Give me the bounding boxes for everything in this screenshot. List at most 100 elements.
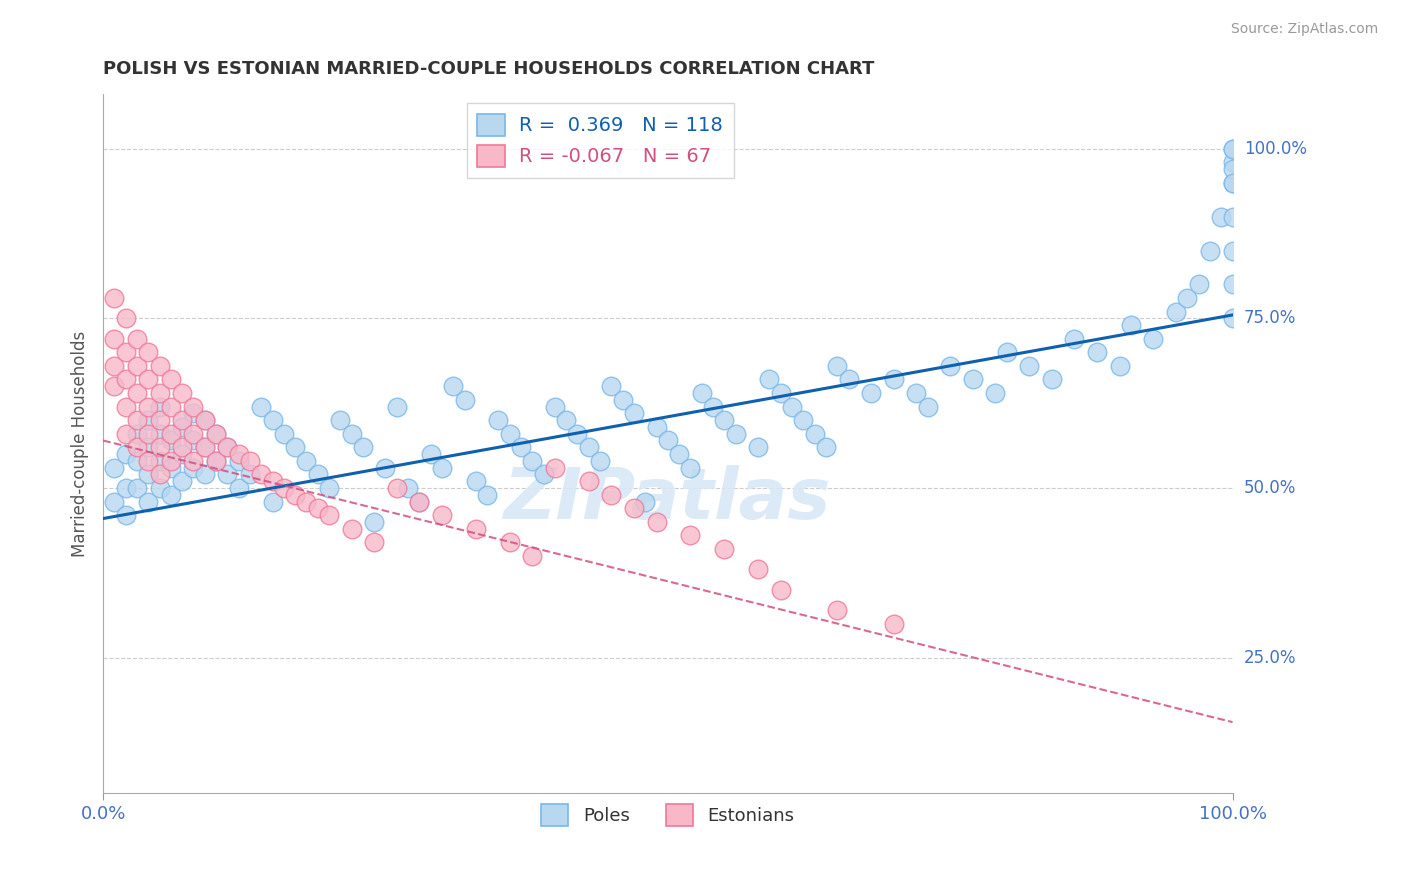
Point bbox=[645, 515, 668, 529]
Point bbox=[295, 454, 318, 468]
Point bbox=[860, 386, 883, 401]
Point bbox=[600, 379, 623, 393]
Point bbox=[103, 460, 125, 475]
Point bbox=[1018, 359, 1040, 373]
Point bbox=[273, 426, 295, 441]
Point bbox=[295, 494, 318, 508]
Point bbox=[172, 386, 194, 401]
Point bbox=[125, 386, 148, 401]
Point bbox=[623, 501, 645, 516]
Text: Source: ZipAtlas.com: Source: ZipAtlas.com bbox=[1230, 22, 1378, 37]
Point bbox=[205, 454, 228, 468]
Point bbox=[149, 426, 172, 441]
Point bbox=[194, 440, 217, 454]
Point bbox=[1222, 176, 1244, 190]
Point bbox=[1175, 291, 1198, 305]
Point bbox=[114, 481, 136, 495]
Point bbox=[408, 494, 430, 508]
Text: ZIPatlas: ZIPatlas bbox=[505, 466, 831, 534]
Point bbox=[533, 467, 555, 482]
Point bbox=[136, 413, 159, 427]
Point bbox=[962, 372, 984, 386]
Point bbox=[172, 420, 194, 434]
Point bbox=[499, 535, 522, 549]
Point bbox=[939, 359, 962, 373]
Point bbox=[136, 467, 159, 482]
Point bbox=[136, 400, 159, 414]
Point bbox=[758, 372, 780, 386]
Point bbox=[149, 400, 172, 414]
Point bbox=[1119, 318, 1142, 333]
Point bbox=[578, 440, 600, 454]
Point bbox=[149, 359, 172, 373]
Point bbox=[363, 535, 385, 549]
Point bbox=[250, 467, 273, 482]
Point bbox=[172, 440, 194, 454]
Point bbox=[149, 467, 172, 482]
Text: 100.0%: 100.0% bbox=[1244, 140, 1306, 158]
Point bbox=[329, 413, 352, 427]
Point bbox=[1108, 359, 1130, 373]
Point bbox=[149, 440, 172, 454]
Point bbox=[769, 386, 792, 401]
Point bbox=[114, 508, 136, 523]
Point bbox=[883, 616, 905, 631]
Point bbox=[149, 481, 172, 495]
Point bbox=[645, 420, 668, 434]
Point bbox=[136, 345, 159, 359]
Point bbox=[194, 440, 217, 454]
Point bbox=[1222, 311, 1244, 326]
Point bbox=[114, 447, 136, 461]
Point bbox=[1142, 332, 1164, 346]
Point bbox=[340, 426, 363, 441]
Point bbox=[160, 426, 183, 441]
Point bbox=[1222, 210, 1244, 224]
Point bbox=[430, 460, 453, 475]
Point bbox=[273, 481, 295, 495]
Point bbox=[340, 522, 363, 536]
Point bbox=[284, 440, 307, 454]
Point bbox=[136, 426, 159, 441]
Point bbox=[160, 488, 183, 502]
Point bbox=[724, 426, 747, 441]
Point bbox=[217, 440, 239, 454]
Point bbox=[657, 434, 679, 448]
Point bbox=[600, 488, 623, 502]
Point bbox=[1222, 176, 1244, 190]
Point bbox=[522, 549, 544, 563]
Point bbox=[464, 522, 486, 536]
Point bbox=[1222, 277, 1244, 292]
Point bbox=[544, 400, 567, 414]
Point bbox=[114, 311, 136, 326]
Point bbox=[160, 454, 183, 468]
Point bbox=[160, 434, 183, 448]
Point bbox=[589, 454, 612, 468]
Point bbox=[792, 413, 814, 427]
Point bbox=[623, 406, 645, 420]
Point bbox=[385, 400, 408, 414]
Point bbox=[1188, 277, 1211, 292]
Point bbox=[780, 400, 803, 414]
Point bbox=[803, 426, 825, 441]
Point bbox=[1040, 372, 1063, 386]
Point bbox=[136, 494, 159, 508]
Point bbox=[578, 474, 600, 488]
Point bbox=[194, 413, 217, 427]
Point bbox=[544, 460, 567, 475]
Point bbox=[385, 481, 408, 495]
Point bbox=[103, 359, 125, 373]
Legend: Poles, Estonians: Poles, Estonians bbox=[534, 797, 801, 833]
Point bbox=[284, 488, 307, 502]
Point bbox=[103, 291, 125, 305]
Point bbox=[713, 542, 735, 557]
Point bbox=[194, 467, 217, 482]
Point bbox=[228, 454, 250, 468]
Point bbox=[917, 400, 939, 414]
Point bbox=[114, 345, 136, 359]
Point bbox=[702, 400, 724, 414]
Point bbox=[825, 603, 848, 617]
Point bbox=[318, 481, 340, 495]
Point bbox=[612, 392, 634, 407]
Point bbox=[262, 494, 284, 508]
Point bbox=[149, 454, 172, 468]
